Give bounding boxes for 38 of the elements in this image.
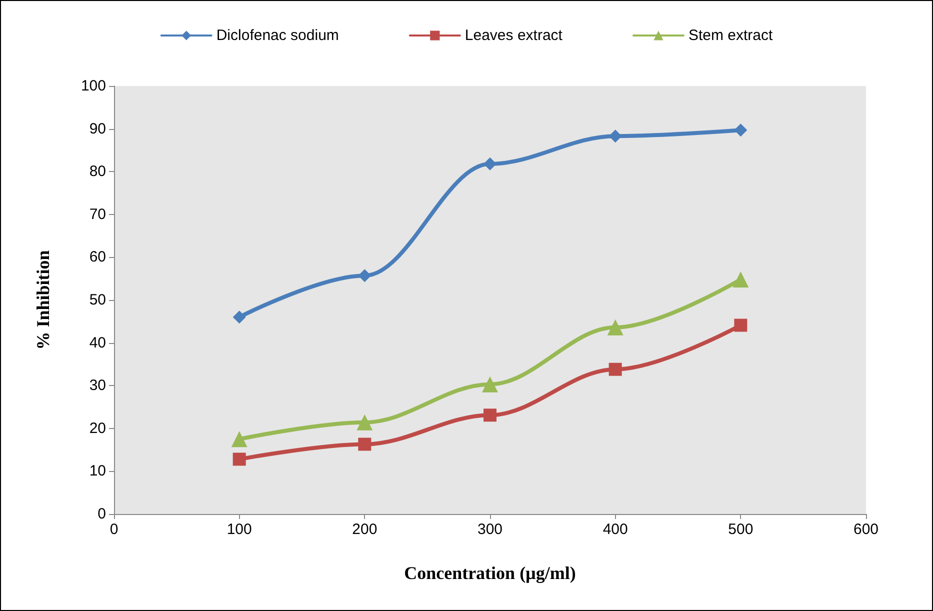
y-tick-label: 90 [89, 120, 106, 138]
point [732, 271, 749, 288]
point [482, 376, 498, 392]
y-tick-label: 10 [89, 462, 106, 480]
y-tick-label: 20 [89, 420, 106, 437]
x-tick-label: 300 [477, 521, 503, 538]
point [356, 414, 373, 430]
point [608, 362, 622, 376]
x-tick-label: 200 [352, 521, 378, 538]
point [608, 130, 622, 143]
x-tick-label: 500 [728, 521, 754, 538]
y-tick-label: 40 [89, 334, 106, 352]
x-axis-title: Concentration (µg/ml) [404, 563, 576, 583]
y-tick-label: 60 [89, 248, 106, 266]
point [231, 431, 248, 448]
x-tick-label: 100 [226, 521, 252, 538]
point [734, 124, 748, 137]
point [607, 319, 624, 336]
point [358, 438, 372, 451]
legend-label: Stem extract [688, 27, 774, 44]
point [484, 157, 496, 170]
point [484, 408, 496, 422]
point [232, 310, 246, 324]
point [232, 452, 246, 466]
y-tick-label: 0 [98, 506, 106, 522]
point [734, 318, 748, 332]
y-tick-label: 100 [80, 78, 106, 94]
x-tick-label: 400 [602, 521, 628, 538]
y-tick-label: 50 [89, 292, 106, 308]
point [358, 269, 372, 282]
y-tick-label: 70 [89, 206, 106, 223]
legend-label: Leaves extract [464, 27, 564, 44]
x-tick-label: 600 [853, 521, 879, 538]
y-tick-label: 80 [89, 163, 106, 180]
y-tick-label: 30 [89, 377, 106, 394]
y-axis-title: % Inhibition [33, 250, 53, 350]
legend-label: Diclofenac sodium [216, 27, 339, 44]
x-tick-label: 0 [110, 521, 118, 538]
